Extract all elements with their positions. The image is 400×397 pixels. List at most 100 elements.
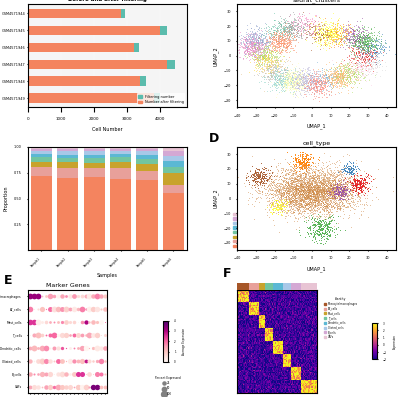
Point (339, 72, 345, 78)
Point (288, 44, 294, 51)
Point (354, 186, 361, 193)
Point (330, 26, 336, 33)
Point (297, 197, 304, 203)
Point (308, 172, 315, 178)
Point (276, 36, 283, 42)
Point (251, 36, 258, 42)
Point (267, 36, 274, 42)
Point (303, 196, 309, 202)
Point (360, 65, 366, 71)
Point (363, 52, 369, 58)
Point (291, 191, 298, 198)
Point (331, 68, 338, 74)
Point (256, 60, 262, 66)
Point (314, 189, 320, 195)
Point (290, 186, 296, 193)
Point (352, 70, 358, 76)
Point (326, 77, 332, 83)
Point (320, 194, 326, 200)
Point (317, 83, 324, 89)
Point (362, 36, 368, 42)
Point (309, 181, 315, 187)
Point (309, 206, 315, 212)
Point (292, 167, 298, 173)
Point (291, 193, 297, 200)
Point (274, 44, 281, 50)
Point (281, 191, 287, 198)
Point (367, 33, 374, 39)
Point (300, 198, 306, 204)
Point (278, 191, 285, 198)
Point (284, 71, 290, 78)
Point (262, 40, 268, 46)
Point (279, 33, 285, 40)
Point (317, 87, 324, 94)
Point (331, 178, 338, 185)
Point (314, 195, 320, 201)
Point (312, 195, 318, 202)
Point (305, 81, 311, 88)
Point (305, 177, 312, 183)
Point (266, 63, 272, 69)
Point (305, 203, 311, 209)
Point (340, 184, 346, 191)
Point (54, 306, 61, 312)
Point (285, 27, 291, 34)
Point (285, 179, 292, 185)
Point (243, 51, 249, 57)
Point (292, 176, 298, 182)
Point (50, 384, 57, 390)
Point (340, 187, 346, 193)
Point (272, 34, 279, 40)
Point (336, 175, 342, 181)
Point (319, 86, 325, 92)
Point (255, 35, 261, 41)
Point (319, 203, 326, 209)
Point (297, 91, 303, 98)
Point (303, 187, 309, 193)
Point (305, 80, 311, 86)
Point (261, 32, 268, 38)
Point (317, 25, 324, 31)
Point (368, 52, 374, 58)
Point (296, 83, 303, 89)
Point (270, 37, 276, 43)
Point (303, 16, 309, 23)
Point (276, 191, 282, 198)
Point (334, 220, 341, 226)
Point (358, 39, 365, 45)
Point (252, 187, 259, 193)
Point (259, 172, 265, 178)
Point (317, 204, 323, 210)
Point (310, 233, 316, 240)
Point (277, 183, 284, 189)
Point (249, 39, 256, 45)
Point (290, 207, 297, 214)
Point (298, 200, 304, 206)
Point (302, 214, 308, 220)
Point (287, 23, 294, 29)
Point (312, 188, 319, 195)
Point (271, 73, 278, 79)
Point (314, 185, 321, 191)
Point (278, 58, 284, 65)
Point (270, 71, 276, 77)
Point (309, 18, 315, 25)
Point (66, 345, 73, 351)
Point (329, 191, 335, 197)
Point (282, 73, 289, 80)
Point (335, 28, 342, 34)
Point (324, 196, 330, 202)
Point (321, 92, 327, 98)
Point (310, 82, 316, 88)
Point (277, 201, 284, 207)
Point (276, 34, 282, 40)
Point (266, 66, 273, 73)
Point (280, 26, 287, 33)
Point (268, 59, 274, 66)
Point (306, 202, 312, 208)
Point (329, 209, 335, 215)
Point (306, 85, 312, 91)
Point (295, 82, 302, 89)
Point (233, 42, 239, 48)
